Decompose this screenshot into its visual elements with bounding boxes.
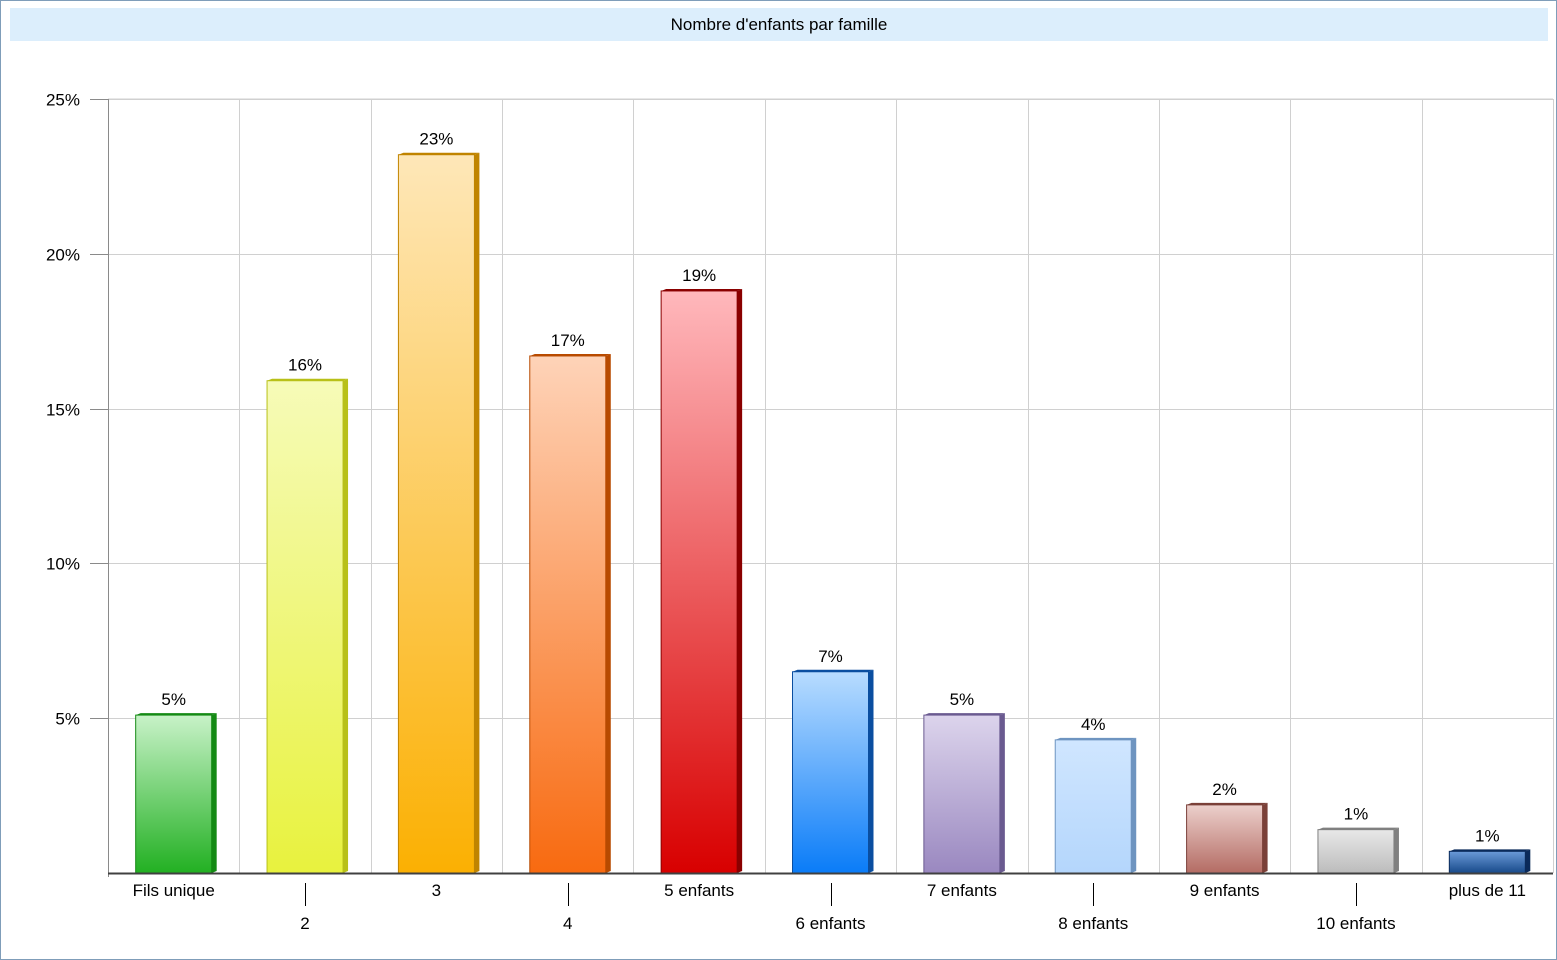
data-label: 17% [551,331,585,350]
bar-side [605,353,611,873]
x-tick-label: Fils unique [133,881,215,900]
bar [660,290,738,874]
chart-title: Nombre d'enfants par famille [10,8,1548,41]
data-label: 23% [419,130,453,149]
bar-side [1262,802,1268,873]
data-label: 1% [1475,826,1500,845]
x-tick-label: 2 [300,914,309,933]
bar-side [211,713,217,873]
y-tick-label: 15% [46,401,80,420]
bar [1186,804,1264,874]
bar-side [1393,827,1399,873]
x-tick-label: 8 enfants [1058,914,1128,933]
x-tick-label: 7 enfants [927,881,997,900]
y-tick-label: 10% [46,555,80,574]
bar-top [529,353,611,356]
x-tick-label: 10 enfants [1316,914,1395,933]
x-tick-label: plus de 11 [1449,881,1526,900]
bars-group [135,152,1531,874]
x-tick-label: 4 [563,914,572,933]
bar-side [1525,849,1531,873]
axes-group [90,99,1553,906]
x-tick-label: 5 enfants [664,881,734,900]
bar-side [999,713,1005,873]
data-label: 5% [161,690,186,709]
bar-side [737,288,743,873]
bar-top [1055,737,1137,740]
bar-side [474,152,480,873]
bar [1448,850,1526,874]
x-tick-label: 6 enfants [796,914,866,933]
data-label: 1% [1344,805,1369,824]
bar [397,154,475,874]
data-label: 19% [682,266,716,285]
bar [135,714,213,874]
data-label: 2% [1212,780,1237,799]
x-tick-label: 9 enfants [1190,881,1260,900]
y-tick-label: 25% [46,91,80,110]
data-label: 4% [1081,715,1106,734]
bar-side [868,669,874,873]
y-tick-label: 20% [46,246,80,265]
bar-top [398,152,480,155]
y-tick-label: 5% [55,710,80,729]
bar [266,380,344,874]
bar [1054,739,1132,874]
data-label: 7% [818,647,843,666]
bar-side [343,378,349,873]
bar-side [1131,737,1137,873]
data-label: 5% [950,690,975,709]
bar [529,355,607,874]
x-tick-label: 3 [432,881,441,900]
bar [1317,829,1395,874]
data-label: 16% [288,356,322,375]
bar [792,671,869,874]
bar [923,714,1001,874]
labels-group: 5% 10% 15% 20% 25% 5% 16% 23% 17% 19% 7% 5% 4% 2% 1% 1%… [46,91,1526,934]
